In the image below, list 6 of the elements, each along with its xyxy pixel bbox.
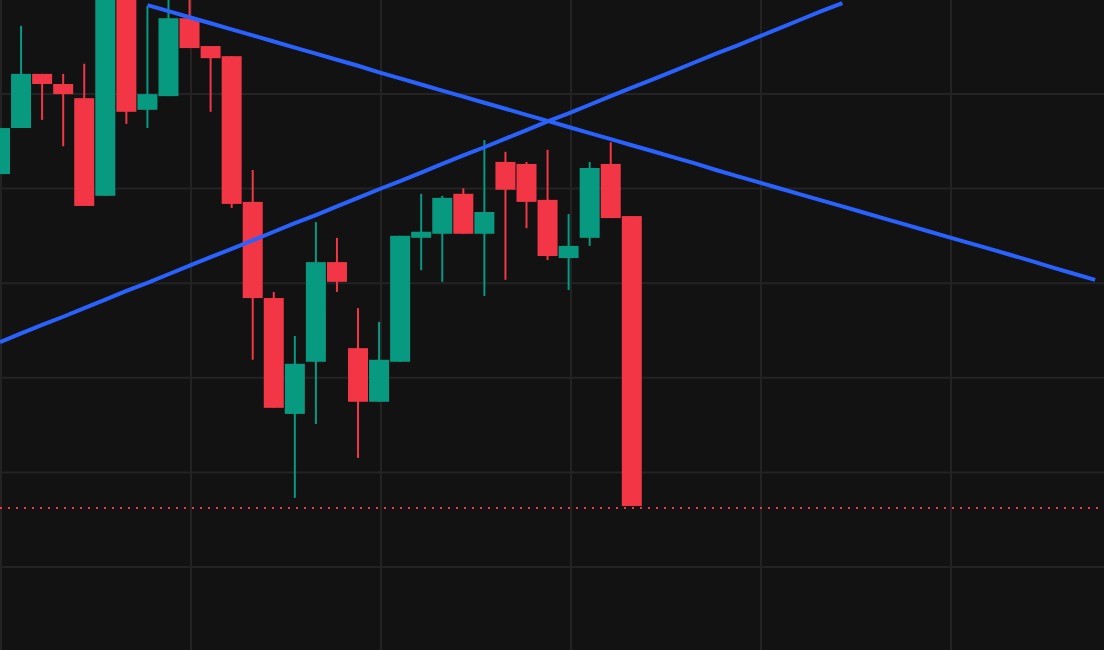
candlestick	[326, 236, 347, 293]
candlestick	[558, 213, 579, 291]
candlestick	[453, 187, 474, 235]
candlestick	[53, 72, 74, 148]
candlestick	[32, 72, 53, 121]
candlestick	[474, 139, 495, 298]
